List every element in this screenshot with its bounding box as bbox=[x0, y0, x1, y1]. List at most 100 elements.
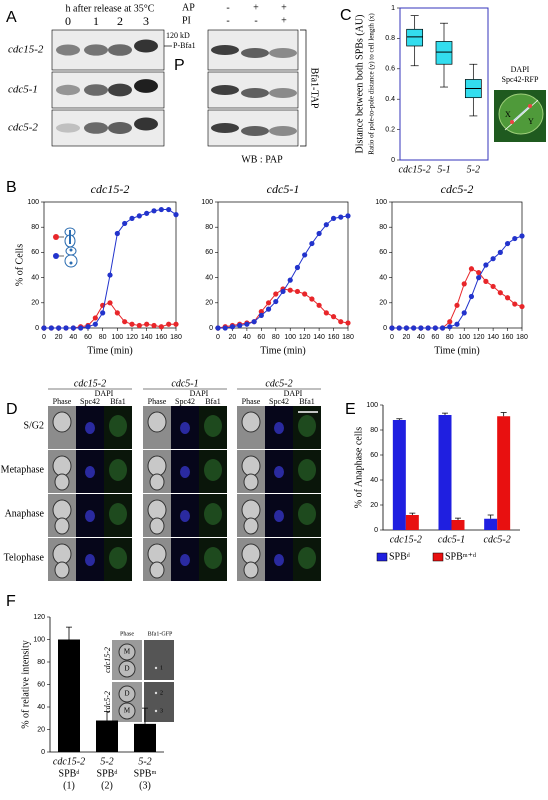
x-axis-label: Time (min) bbox=[260, 345, 305, 356]
data-point bbox=[78, 325, 84, 331]
y-tick-label: 80 bbox=[205, 224, 213, 231]
data-point bbox=[302, 291, 308, 297]
legend-label: SPBᵈ bbox=[389, 551, 410, 562]
data-point bbox=[114, 310, 120, 316]
data-point bbox=[512, 235, 518, 242]
x-tick-label: 60 bbox=[257, 334, 265, 341]
box bbox=[435, 41, 453, 65]
chart-title: cdc5-2 bbox=[441, 182, 474, 196]
spb-dot bbox=[510, 120, 514, 124]
data-point bbox=[166, 206, 172, 213]
y-tick-label: 100 bbox=[33, 636, 45, 643]
data-point bbox=[265, 306, 272, 312]
data-point bbox=[107, 300, 113, 306]
x-tick-label: 160 bbox=[155, 334, 167, 341]
x-tick-label: 100 bbox=[111, 334, 123, 341]
wb-label: WB : PAP bbox=[241, 154, 283, 165]
image-axis: Y bbox=[528, 117, 534, 126]
spb-icon bbox=[69, 261, 73, 265]
cell-image bbox=[243, 473, 259, 491]
data-point bbox=[330, 215, 337, 221]
band bbox=[269, 126, 297, 136]
x-index: (3) bbox=[139, 780, 151, 791]
axis-line bbox=[511, 105, 531, 123]
data-point bbox=[151, 322, 157, 329]
band bbox=[211, 85, 239, 95]
nucleus bbox=[274, 466, 284, 478]
axes bbox=[382, 405, 520, 531]
cell-signal bbox=[204, 459, 222, 481]
y-axis-note: Ratio of pole-to-pole distance (y) to ce… bbox=[368, 13, 376, 155]
column-header: Bfa1 bbox=[205, 397, 221, 406]
y-tick-label: 100 bbox=[201, 199, 213, 206]
nucleus bbox=[274, 510, 284, 522]
data-point bbox=[136, 213, 142, 219]
x-tick-label: 40 bbox=[243, 334, 251, 341]
error-bar bbox=[142, 707, 148, 724]
x-axis-label: Time (min) bbox=[434, 345, 479, 356]
y-axis-label: % of Cells bbox=[14, 244, 25, 286]
cell-signal bbox=[298, 415, 316, 437]
treatment-sign: - bbox=[226, 2, 229, 13]
x-tick-label: 20 bbox=[229, 334, 237, 341]
y-axis-label: % of Anaphase cells bbox=[353, 427, 364, 508]
data-point bbox=[316, 302, 322, 308]
gfp-spot bbox=[154, 709, 158, 713]
cell-signal bbox=[204, 503, 222, 525]
y-tick-label: 40 bbox=[379, 274, 387, 281]
bar bbox=[58, 639, 80, 752]
data-point bbox=[461, 310, 467, 316]
inset-header: Phase bbox=[120, 631, 134, 637]
data-point bbox=[447, 319, 453, 325]
time-header: h after release at 35°C bbox=[66, 3, 155, 14]
y-tick-label: 80 bbox=[379, 224, 387, 231]
x-tick-label: 60 bbox=[431, 334, 439, 341]
band-label: P-Bfa1 bbox=[173, 41, 196, 50]
data-point bbox=[468, 293, 475, 300]
y-axis-label: % of relative intensity bbox=[20, 640, 31, 729]
spb-icon bbox=[69, 248, 73, 252]
cell-image bbox=[241, 499, 261, 521]
row-label: S/G2 bbox=[23, 420, 44, 431]
data-point bbox=[122, 220, 128, 227]
row-label: Telophase bbox=[4, 552, 45, 563]
cell-image bbox=[52, 499, 72, 521]
data-point bbox=[237, 322, 243, 329]
band bbox=[211, 45, 239, 55]
data-point bbox=[504, 295, 511, 301]
data-point bbox=[265, 300, 272, 306]
x-tick-label: 140 bbox=[487, 334, 499, 341]
treatment-sign: - bbox=[226, 15, 229, 26]
cell-image bbox=[118, 660, 136, 678]
nucleus bbox=[85, 554, 95, 566]
y-axis-label: Distance between both SPBs (AU) bbox=[354, 15, 365, 154]
data-point bbox=[338, 214, 344, 220]
y-tick-label: 40 bbox=[31, 274, 39, 281]
nucleus bbox=[274, 554, 284, 566]
panel-label: E bbox=[345, 401, 356, 418]
y-tick-label: 20 bbox=[379, 300, 387, 307]
y-tick-label: 20 bbox=[205, 300, 213, 307]
x-sublabel: SPBᵈ bbox=[97, 768, 118, 779]
spot-mark: 3 bbox=[160, 708, 163, 714]
cell-image bbox=[149, 517, 165, 535]
x-tick-label: 40 bbox=[69, 334, 77, 341]
data-point bbox=[497, 290, 503, 296]
y-tick-label: 80 bbox=[31, 224, 39, 231]
treatment-label: PI bbox=[182, 15, 191, 26]
band bbox=[84, 122, 108, 134]
column-header: Spc42 bbox=[269, 397, 289, 406]
column-header: Phase bbox=[53, 397, 72, 406]
column-header: Spc42 bbox=[80, 397, 100, 406]
cell-signal bbox=[204, 415, 222, 437]
cell-image bbox=[243, 561, 259, 579]
image-label: DAPI bbox=[511, 65, 530, 74]
bar bbox=[438, 415, 452, 530]
lane-label: 0 bbox=[65, 14, 71, 28]
legend-dot bbox=[53, 234, 59, 240]
y-tick-label: 0 bbox=[383, 325, 387, 332]
y-tick-label: 0.4 bbox=[385, 96, 395, 103]
cell-image bbox=[149, 473, 165, 491]
gfp-spot bbox=[154, 666, 158, 670]
